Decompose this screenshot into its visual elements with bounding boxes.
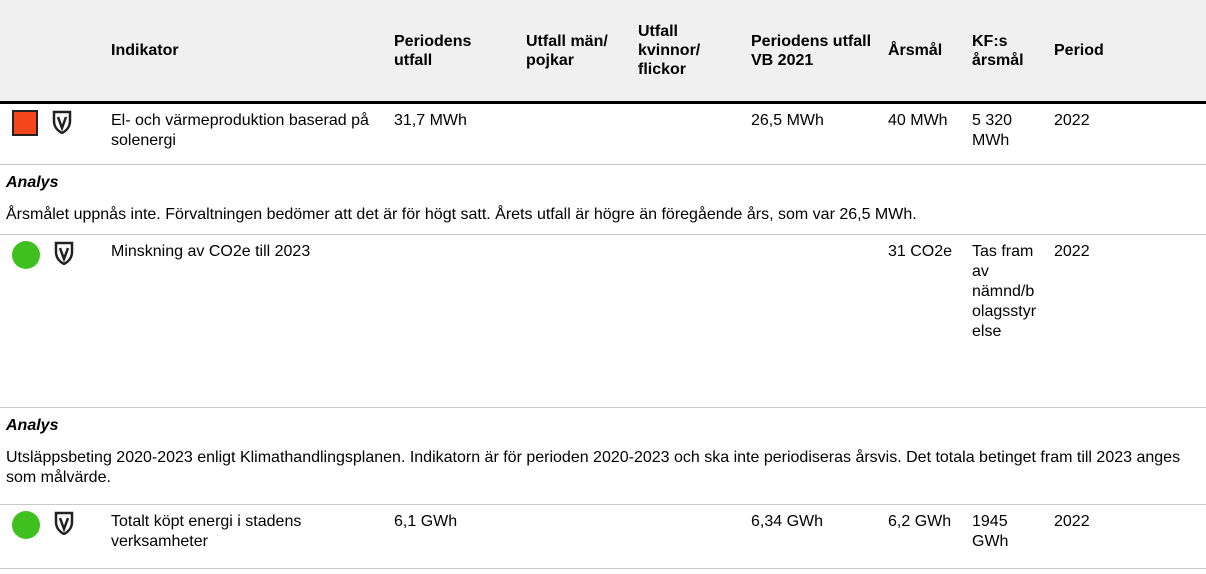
status: [0, 504, 105, 569]
cell: 5 320 MWh: [966, 102, 1048, 165]
analysis: Analys Årsmålet uppnås inte. Förvaltninge…: [0, 164, 1206, 235]
analysis-text: Utsläppsbeting 2020-2023 enligt Klimatha…: [6, 449, 1181, 486]
cell: 26,5 MWh: [745, 102, 882, 165]
cell: Totalt köpt energi i stadens verksamhete…: [105, 504, 388, 569]
analysis: Analys Utsläppsbeting 2020-2023 enligt Kl…: [0, 407, 1206, 505]
cell: 2022: [1048, 102, 1206, 165]
status-circle: [12, 241, 40, 269]
analysis-text: Årsmålet uppnås inte. Förvaltningen bedö…: [6, 206, 917, 223]
header-cell: Period: [1048, 0, 1206, 104]
header-row: Indikator Periodens utfall Utfall män/ p…: [0, 0, 1206, 104]
cell: 6,1 GWh: [388, 504, 520, 569]
cell: 31,7 MWh: [388, 102, 520, 165]
header-cell: Årsmål: [882, 0, 966, 104]
cell: Tas fram av nämnd/bolagsstyrelse: [966, 234, 1048, 408]
shield-icon: [52, 110, 72, 135]
row: Totalt köpt energi i stadens verksamhete…: [0, 504, 1206, 569]
status: [0, 102, 105, 165]
header-cell: Periodens utfall VB 2021: [745, 0, 882, 104]
cell: Minskning av CO2e till 2023: [105, 234, 388, 408]
header-cell: Periodens utfall: [388, 0, 520, 104]
cell: 1945 GWh: [966, 504, 1048, 569]
header-cell: Utfall män/ pojkar: [520, 0, 632, 104]
cell: 6,2 GWh: [882, 504, 966, 569]
cell: 2022: [1048, 504, 1206, 569]
cell: 6,34 GWh: [745, 504, 882, 569]
cell: El- och värmeproduktion baserad på solen…: [105, 102, 388, 165]
shield-icon: [54, 511, 74, 536]
cell: 31 CO2e: [882, 234, 966, 408]
analysis-title: Analys: [6, 174, 59, 191]
status-circle: [12, 511, 40, 539]
analysis-row: Analys Årsmålet uppnås inte. Förvaltninge…: [0, 164, 1206, 235]
header-cell: Utfall kvinnor/ flickor: [632, 0, 745, 104]
header-cell: KF:s årsmål: [966, 0, 1048, 104]
shield-icon: [54, 241, 74, 266]
header-cell: Indikator: [105, 0, 388, 104]
row: El- och värmeproduktion baserad på solen…: [0, 102, 1206, 165]
status-square: [12, 110, 38, 136]
cell: 2022: [1048, 234, 1206, 408]
row: Minskning av CO2e till 2023 31 CO2e Tas …: [0, 234, 1206, 408]
header-cell: [0, 0, 105, 104]
analysis-title: Analys: [6, 417, 59, 434]
analysis-row: Analys Utsläppsbeting 2020-2023 enligt Kl…: [0, 407, 1206, 505]
cell: 40 MWh: [882, 102, 966, 165]
status: [0, 234, 105, 408]
